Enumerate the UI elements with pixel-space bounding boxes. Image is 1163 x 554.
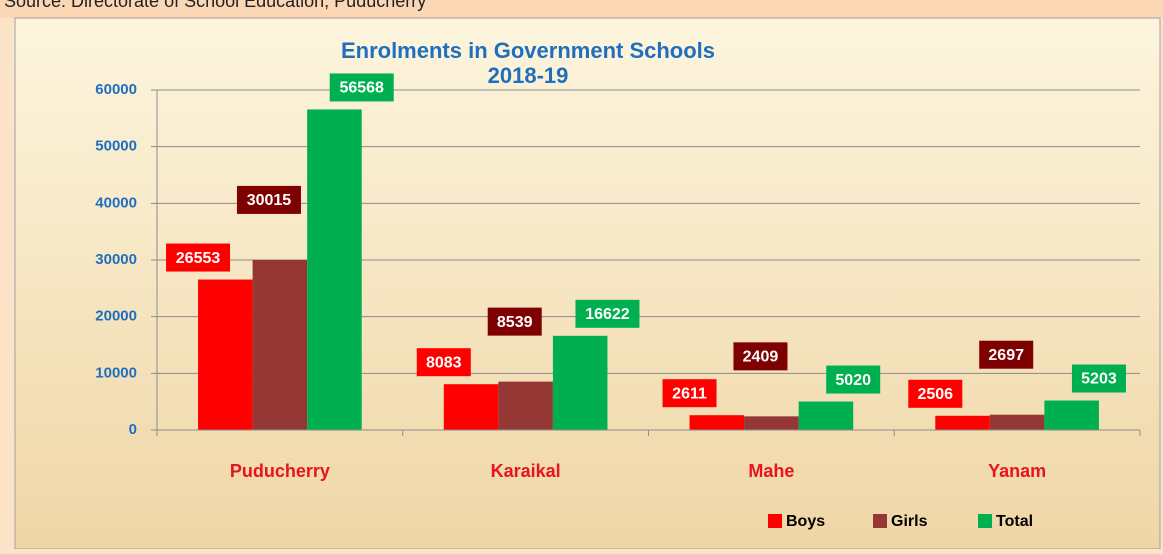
data-label-box xyxy=(575,299,640,328)
chart-title: Enrolments in Government Schools xyxy=(341,38,715,63)
data-label: 8539 xyxy=(497,314,533,331)
bar xyxy=(498,381,553,430)
data-label-box xyxy=(329,73,394,102)
x-tick-label: Yanam xyxy=(988,461,1046,481)
legend-swatch xyxy=(978,514,992,528)
y-tick-label: 0 xyxy=(129,421,137,438)
bar xyxy=(1044,400,1099,430)
y-tick-label: 10000 xyxy=(95,364,137,381)
data-label-box xyxy=(1071,364,1126,393)
legend-label: Girls xyxy=(891,513,928,530)
legend-swatch xyxy=(873,514,887,528)
data-label-box xyxy=(979,340,1034,369)
bar xyxy=(307,109,362,430)
data-label-box xyxy=(416,348,471,377)
bar xyxy=(252,259,308,430)
legend-label: Total xyxy=(996,513,1033,530)
data-label: 2409 xyxy=(743,349,779,366)
data-label-box xyxy=(908,379,963,408)
legend-label: Boys xyxy=(786,513,825,530)
data-label: 5203 xyxy=(1081,371,1117,388)
data-label-box xyxy=(733,342,788,371)
bar xyxy=(989,414,1045,430)
bar xyxy=(198,279,253,430)
data-label: 5020 xyxy=(835,372,871,389)
source-strip xyxy=(0,0,1163,18)
source: Source: Directorate of School Education,… xyxy=(4,0,426,11)
data-label-box xyxy=(487,307,542,336)
bar xyxy=(798,401,854,430)
data-label: 2697 xyxy=(988,347,1024,364)
bar xyxy=(744,416,799,430)
data-label-box xyxy=(236,185,301,214)
bar xyxy=(552,335,608,430)
y-tick-label: 50000 xyxy=(95,138,137,155)
data-label-box xyxy=(662,379,717,408)
x-tick-label: Mahe xyxy=(748,461,794,481)
y-tick-label: 60000 xyxy=(95,81,137,98)
bar xyxy=(689,415,745,430)
bar xyxy=(443,384,499,430)
data-label: 2611 xyxy=(672,385,707,402)
data-label: 8083 xyxy=(426,354,462,371)
data-label: 26553 xyxy=(176,250,221,267)
bar xyxy=(935,415,990,430)
data-label: 16622 xyxy=(585,306,630,323)
data-label-box xyxy=(166,243,231,272)
y-tick-label: 20000 xyxy=(95,308,137,325)
x-tick-label: Puducherry xyxy=(230,461,330,481)
x-tick-label: Karaikal xyxy=(491,461,561,481)
data-label-box xyxy=(826,365,881,394)
y-tick-label: 40000 xyxy=(95,194,137,211)
data-label: 56568 xyxy=(339,80,384,97)
data-label: 2506 xyxy=(917,386,953,403)
data-label: 30015 xyxy=(247,192,292,209)
chart-subtitle: 2018-19 xyxy=(488,63,569,88)
y-tick-label: 30000 xyxy=(95,251,137,268)
legend-swatch xyxy=(768,514,782,528)
